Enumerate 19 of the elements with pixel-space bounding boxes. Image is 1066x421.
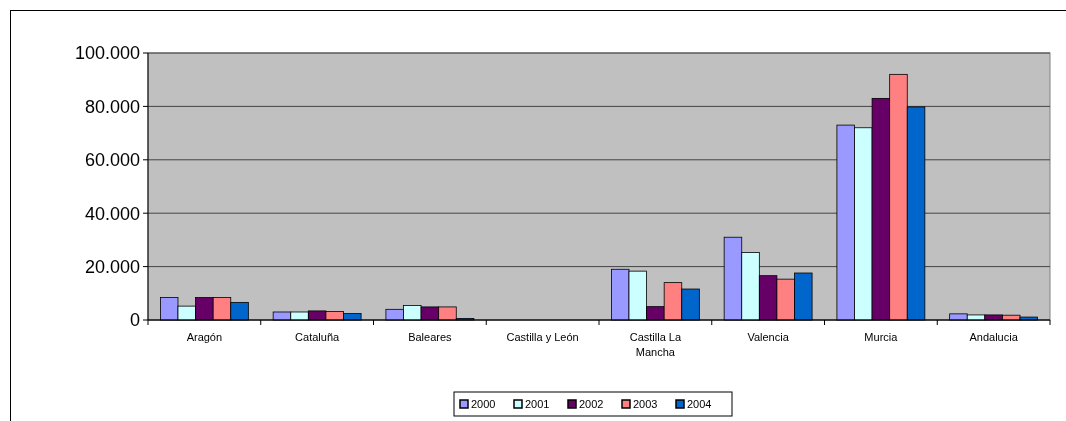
y-tick-label: 40.000 bbox=[84, 203, 140, 224]
x-tick-label: Cataluña bbox=[295, 331, 341, 343]
x-tick-label: Valencia bbox=[747, 331, 790, 343]
x-tick-label: Andalucia bbox=[969, 331, 1019, 343]
legend-label: 2002 bbox=[579, 397, 604, 410]
y-tick-label: 80.000 bbox=[84, 96, 140, 117]
y-tick-label: 60.000 bbox=[84, 150, 140, 171]
legend-label: 2000 bbox=[471, 397, 496, 410]
y-tick-label: 0 bbox=[129, 310, 140, 331]
y-tick-label: 20.000 bbox=[84, 256, 140, 277]
legend-label: 2003 bbox=[633, 397, 658, 410]
x-tick-label: Castilla y León bbox=[506, 331, 579, 343]
legend-label: 2004 bbox=[687, 397, 712, 410]
legend-label: 2001 bbox=[525, 397, 550, 410]
x-tick-label: Baleares bbox=[408, 331, 453, 343]
y-tick-label: 100.000 bbox=[74, 43, 140, 64]
x-tick-label: Aragón bbox=[186, 331, 223, 343]
x-tick-label: Castilla La Mancha bbox=[629, 331, 682, 358]
x-tick-label: Murcia bbox=[864, 331, 899, 343]
